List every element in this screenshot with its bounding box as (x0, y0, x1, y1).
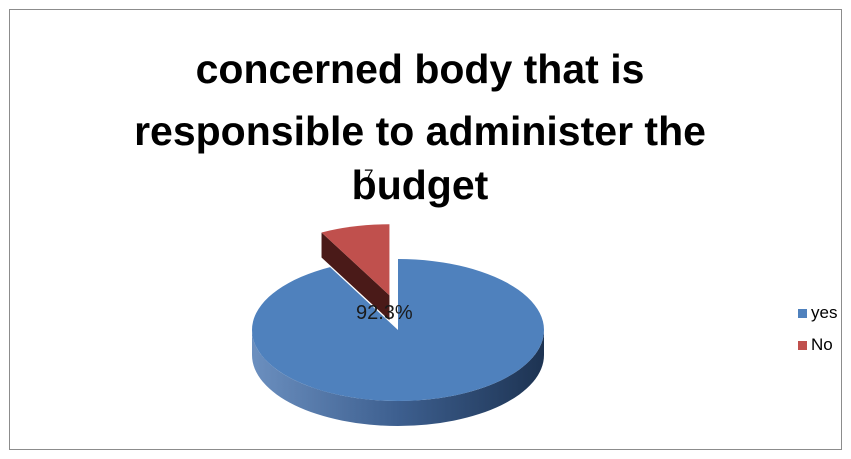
legend-label-no: No (811, 335, 833, 354)
legend: yes No (798, 302, 837, 366)
legend-item-no: No (798, 334, 837, 356)
slice-yes (252, 259, 545, 401)
chart-title-line-1: concerned body that is (195, 46, 645, 92)
stray-data-label: 7 (364, 166, 374, 185)
slice-wall-yes (252, 330, 544, 426)
legend-swatch-no (798, 340, 807, 350)
legend-swatch-yes (798, 308, 807, 318)
slice-data-label-yes: 92.3% (356, 302, 413, 324)
chart-title-line-2: responsible to administer the (134, 108, 706, 154)
slice-side-no (321, 232, 390, 321)
legend-item-yes: yes (798, 302, 837, 324)
slice-no (321, 224, 390, 296)
legend-label-yes: yes (811, 303, 838, 322)
chart-title-line-3: budget (351, 162, 489, 208)
